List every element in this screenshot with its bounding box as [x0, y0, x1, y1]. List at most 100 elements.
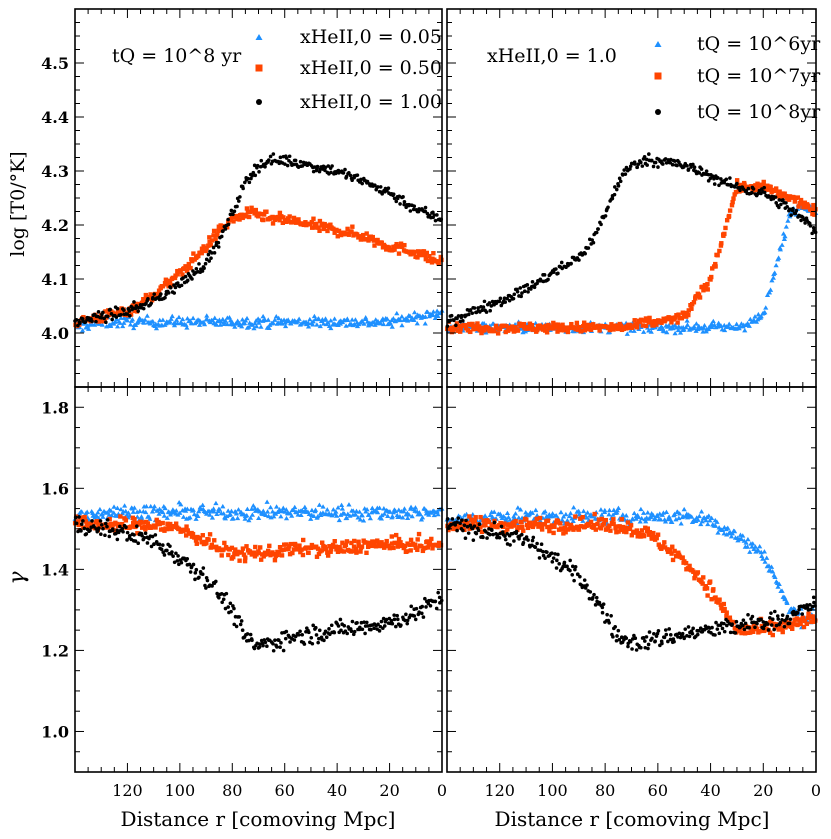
point-top-left-x100 — [191, 269, 195, 273]
point-top-right-t7 — [497, 326, 503, 332]
point-top-left-x005 — [226, 315, 233, 320]
point-bottom-left-x100 — [329, 623, 334, 628]
point-bottom-right-t6 — [558, 509, 564, 515]
point-top-left-x005 — [114, 323, 121, 329]
point-top-left-x005 — [296, 316, 302, 321]
point-bottom-left-x100 — [271, 642, 275, 646]
point-top-left-x050 — [148, 292, 153, 297]
point-bottom-right-t8 — [641, 636, 646, 640]
point-bottom-right-t8 — [780, 613, 785, 617]
point-top-left-x100 — [412, 204, 417, 209]
point-bottom-left-x050 — [281, 547, 286, 552]
point-bottom-right-t6 — [715, 530, 721, 535]
point-bottom-right-t7 — [646, 532, 652, 537]
point-bottom-right-t7 — [505, 527, 510, 532]
point-bottom-left-x100 — [288, 640, 292, 644]
point-top-right-t8 — [480, 308, 484, 313]
point-top-left-x100 — [293, 158, 298, 163]
point-top-left-x100 — [283, 162, 287, 166]
point-top-right-t7 — [555, 322, 561, 327]
point-top-right-t7 — [455, 328, 460, 333]
point-bottom-left-x005 — [184, 506, 190, 511]
point-bottom-left-x050 — [131, 520, 136, 526]
point-top-right-t7 — [758, 184, 763, 189]
point-top-left-x005 — [184, 325, 190, 330]
point-bottom-left-x050 — [328, 549, 333, 554]
point-top-left-x005 — [325, 320, 331, 325]
point-bottom-right-t6 — [751, 546, 757, 551]
point-bottom-right-t7 — [593, 527, 598, 532]
point-bottom-left-x005 — [381, 506, 387, 511]
point-bottom-left-x005 — [360, 518, 367, 523]
point-bottom-right-t7 — [603, 517, 608, 523]
point-bottom-left-x005 — [330, 507, 336, 512]
point-bottom-right-t7 — [770, 632, 775, 638]
point-bottom-right-t8 — [741, 618, 746, 622]
point-top-right-t8 — [526, 290, 530, 294]
point-bottom-left-x005 — [179, 508, 186, 513]
point-top-left-x050 — [261, 212, 267, 217]
point-bottom-left-x100 — [298, 629, 302, 634]
point-bottom-right-t7 — [592, 511, 597, 517]
point-top-right-t6 — [767, 287, 774, 292]
point-bottom-left-x100 — [404, 612, 408, 617]
point-top-right-t8 — [697, 171, 702, 175]
point-bottom-left-x050 — [267, 543, 272, 549]
point-bottom-right-t7 — [601, 521, 607, 526]
point-bottom-right-t6 — [640, 510, 647, 515]
point-bottom-left-x005 — [375, 509, 381, 515]
point-bottom-right-t8 — [800, 612, 805, 616]
point-top-left-x050 — [291, 215, 297, 221]
point-bottom-left-x005 — [367, 515, 373, 521]
point-top-left-x100 — [200, 269, 205, 273]
point-top-left-x005 — [393, 318, 399, 323]
point-bottom-left-x050 — [192, 535, 197, 540]
point-top-right-t8 — [591, 240, 596, 245]
point-top-right-t8 — [554, 267, 558, 271]
point-bottom-left-x005 — [378, 516, 385, 521]
point-bottom-right-t6 — [638, 506, 644, 512]
point-top-right-t8 — [762, 190, 767, 195]
point-bottom-right-t8 — [573, 564, 578, 569]
point-bottom-right-t8 — [710, 625, 714, 630]
point-bottom-left-x100 — [162, 553, 167, 557]
point-bottom-left-x005 — [187, 514, 193, 520]
point-bottom-right-t6 — [648, 514, 654, 519]
point-top-right-t8 — [794, 208, 799, 213]
point-bottom-left-x100 — [412, 614, 417, 618]
point-bottom-left-x050 — [429, 536, 434, 542]
point-top-right-t7 — [465, 328, 471, 333]
point-top-right-t8 — [518, 286, 523, 290]
point-top-right-t7 — [708, 277, 713, 282]
point-bottom-right-t8 — [741, 623, 745, 628]
point-top-right-t7 — [809, 207, 814, 212]
point-bottom-left-x005 — [289, 513, 295, 518]
point-bottom-left-x050 — [353, 546, 359, 551]
point-bottom-right-t7 — [472, 519, 477, 524]
point-bottom-right-t7 — [742, 631, 748, 636]
point-bottom-left-x050 — [107, 516, 112, 522]
point-bottom-left-x050 — [79, 515, 85, 520]
point-bottom-right-t8 — [600, 610, 605, 615]
point-top-right-t7 — [795, 195, 801, 200]
point-bottom-right-t7 — [625, 520, 631, 525]
point-top-left-x050 — [382, 244, 387, 249]
point-bottom-right-t7 — [555, 518, 561, 524]
point-bottom-right-t7 — [622, 525, 628, 530]
point-top-right-t7 — [456, 323, 461, 329]
point-bottom-right-t8 — [778, 620, 783, 625]
point-bottom-left-x005 — [90, 510, 96, 515]
point-bottom-left-x100 — [157, 542, 162, 547]
point-bottom-left-x050 — [84, 523, 90, 528]
point-bottom-right-t6 — [549, 511, 556, 516]
point-top-right-t7 — [731, 196, 736, 201]
point-bottom-right-t7 — [777, 625, 782, 630]
point-top-left-x005 — [244, 315, 250, 321]
point-bottom-right-t8 — [492, 520, 497, 525]
point-top-left-x005 — [328, 325, 334, 331]
point-top-left-x100 — [127, 309, 132, 313]
point-top-left-x100 — [119, 312, 123, 317]
point-top-right-t8 — [799, 218, 803, 223]
point-bottom-right-t8 — [476, 528, 481, 533]
point-bottom-right-t8 — [687, 634, 692, 639]
